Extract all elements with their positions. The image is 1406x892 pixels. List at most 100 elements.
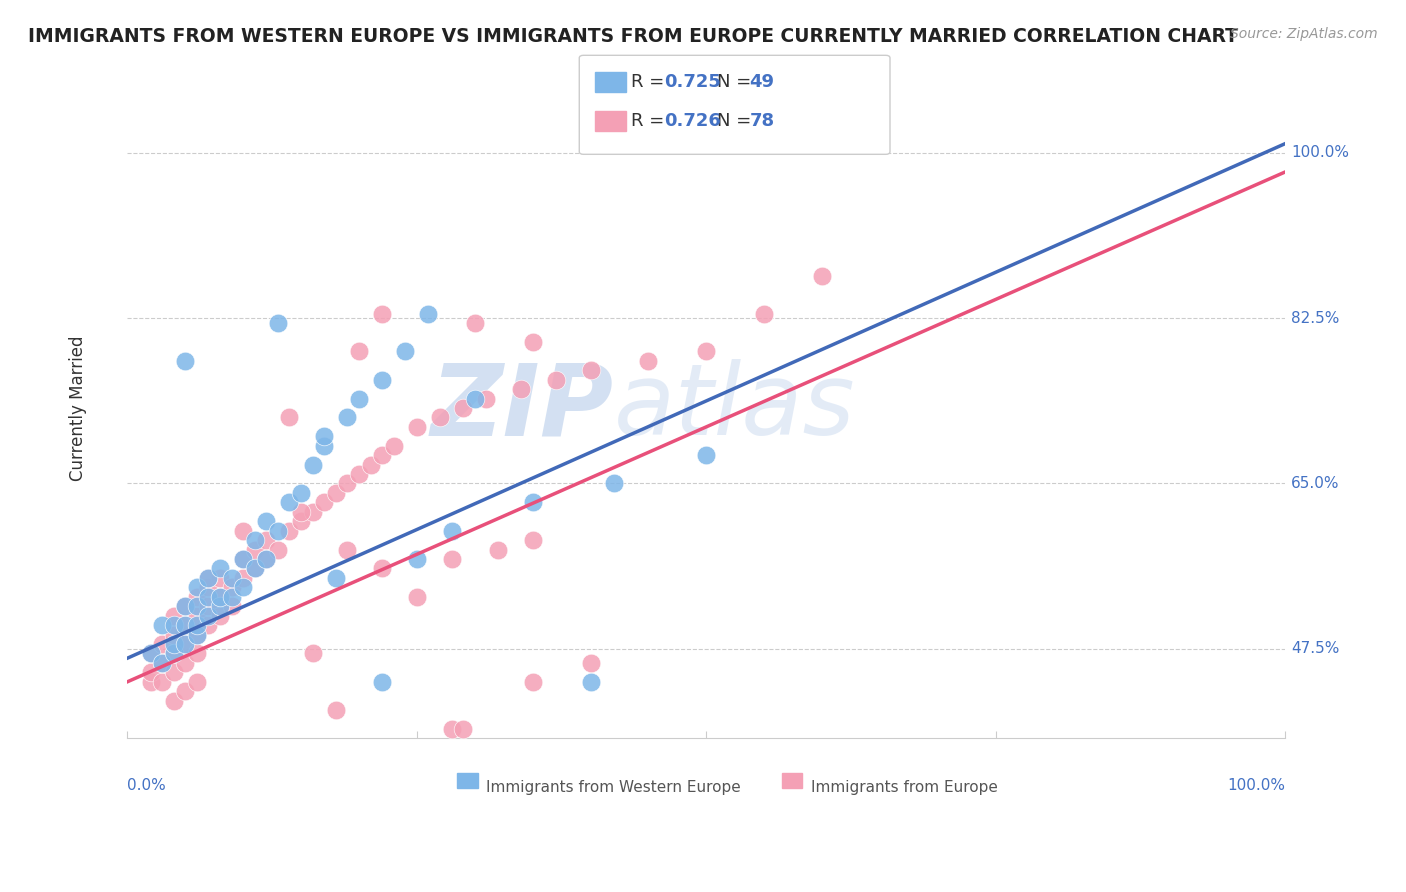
Point <box>243 561 266 575</box>
Point <box>290 514 312 528</box>
Point <box>336 410 359 425</box>
Point <box>360 458 382 472</box>
Point <box>208 571 231 585</box>
Point <box>301 505 323 519</box>
Point <box>254 514 277 528</box>
Text: 78: 78 <box>749 112 775 130</box>
Point <box>186 599 208 614</box>
Text: R =: R = <box>631 73 671 91</box>
Point <box>579 363 602 377</box>
Point <box>267 524 290 538</box>
Point <box>371 448 394 462</box>
Text: Source: ZipAtlas.com: Source: ZipAtlas.com <box>1230 27 1378 41</box>
Point <box>695 344 717 359</box>
Point <box>150 618 173 632</box>
Point <box>336 542 359 557</box>
Point <box>139 665 162 680</box>
Point <box>486 542 509 557</box>
Point <box>221 590 243 604</box>
Point <box>163 627 186 641</box>
Point <box>475 392 498 406</box>
Point <box>371 306 394 320</box>
Point <box>174 599 197 614</box>
Text: Currently Married: Currently Married <box>69 335 87 481</box>
Point <box>174 353 197 368</box>
Text: 0.0%: 0.0% <box>128 778 166 793</box>
Bar <box>457 773 478 788</box>
Point <box>139 647 162 661</box>
Point <box>150 656 173 670</box>
Point <box>290 486 312 500</box>
Point <box>754 306 776 320</box>
Point <box>208 608 231 623</box>
Point <box>197 571 219 585</box>
Point <box>139 674 162 689</box>
Point <box>174 656 197 670</box>
Text: R =: R = <box>631 112 671 130</box>
Point <box>174 684 197 698</box>
Point <box>522 334 544 349</box>
Point <box>371 674 394 689</box>
Point <box>221 571 243 585</box>
Text: 65.0%: 65.0% <box>1291 476 1340 491</box>
Point <box>405 420 427 434</box>
Point <box>174 618 197 632</box>
Point <box>197 618 219 632</box>
Point <box>197 580 219 594</box>
Point <box>637 353 659 368</box>
Point <box>174 637 197 651</box>
Point <box>522 495 544 509</box>
Point <box>325 486 347 500</box>
Point <box>394 344 416 359</box>
Point <box>347 392 370 406</box>
Point <box>243 542 266 557</box>
Bar <box>782 773 803 788</box>
Point <box>405 590 427 604</box>
Text: N =: N = <box>717 73 756 91</box>
Text: Immigrants from Europe: Immigrants from Europe <box>811 780 997 795</box>
Point <box>347 467 370 481</box>
Point <box>522 533 544 548</box>
Point <box>150 656 173 670</box>
Point <box>579 656 602 670</box>
Point <box>186 627 208 641</box>
Point <box>174 618 197 632</box>
Point <box>208 599 231 614</box>
Point <box>232 571 254 585</box>
Point <box>186 627 208 641</box>
Point <box>347 344 370 359</box>
Point <box>208 590 231 604</box>
Point <box>243 561 266 575</box>
Point <box>440 722 463 736</box>
Point <box>325 703 347 717</box>
Text: ZIP: ZIP <box>430 359 614 457</box>
Point <box>232 552 254 566</box>
Point <box>197 608 219 623</box>
Point <box>186 618 208 632</box>
Text: 82.5%: 82.5% <box>1291 310 1340 326</box>
Point <box>254 552 277 566</box>
Point <box>197 571 219 585</box>
Point <box>510 382 533 396</box>
Point <box>382 439 405 453</box>
Point <box>464 316 486 330</box>
Point <box>186 608 208 623</box>
Point <box>267 542 290 557</box>
Point <box>186 674 208 689</box>
Point <box>544 373 567 387</box>
Text: IMMIGRANTS FROM WESTERN EUROPE VS IMMIGRANTS FROM EUROPE CURRENTLY MARRIED CORRE: IMMIGRANTS FROM WESTERN EUROPE VS IMMIGR… <box>28 27 1239 45</box>
Point <box>197 599 219 614</box>
Point <box>325 571 347 585</box>
Point <box>418 306 440 320</box>
Point <box>290 505 312 519</box>
Point <box>163 665 186 680</box>
Point <box>139 647 162 661</box>
Text: 0.725: 0.725 <box>664 73 720 91</box>
Point <box>163 694 186 708</box>
Point <box>451 401 474 415</box>
Point <box>186 590 208 604</box>
Text: 47.5%: 47.5% <box>1291 641 1340 657</box>
Point <box>336 476 359 491</box>
Point <box>197 590 219 604</box>
Point <box>301 458 323 472</box>
